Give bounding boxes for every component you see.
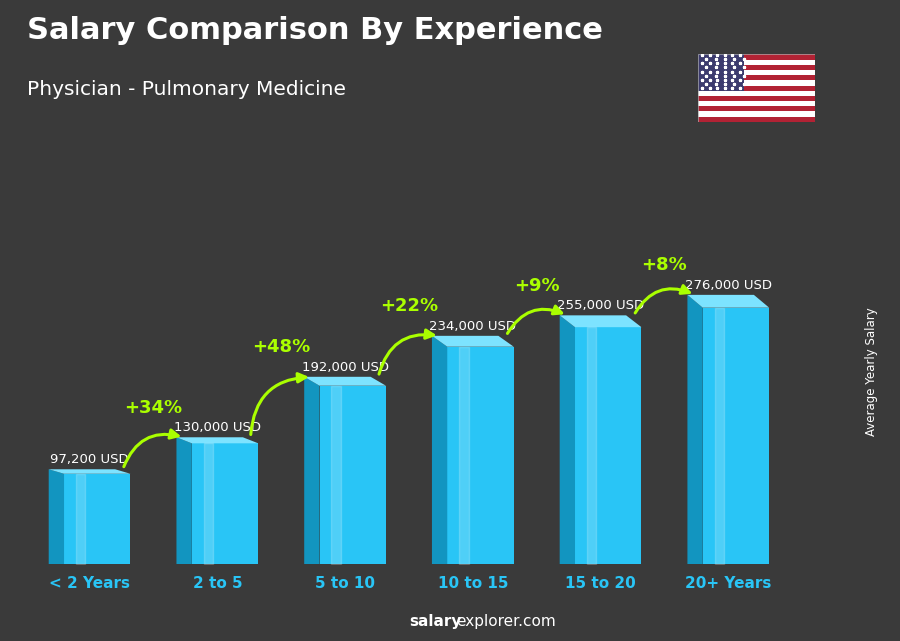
Bar — [698, 85, 814, 91]
Bar — [698, 70, 814, 75]
Text: salary: salary — [410, 615, 462, 629]
Polygon shape — [560, 315, 642, 327]
Text: 20+ Years: 20+ Years — [685, 576, 771, 590]
Text: 234,000 USD: 234,000 USD — [429, 320, 517, 333]
Bar — [698, 96, 814, 101]
Bar — [698, 80, 814, 85]
FancyArrowPatch shape — [379, 330, 434, 374]
Text: 255,000 USD: 255,000 USD — [557, 299, 644, 312]
Bar — [698, 54, 814, 60]
Bar — [698, 54, 744, 91]
Polygon shape — [320, 386, 386, 564]
Text: 130,000 USD: 130,000 USD — [174, 421, 261, 434]
Text: Salary Comparison By Experience: Salary Comparison By Experience — [27, 16, 603, 45]
Bar — [698, 75, 814, 80]
Polygon shape — [688, 295, 703, 564]
Bar — [698, 60, 814, 65]
Polygon shape — [176, 437, 258, 444]
Bar — [698, 65, 814, 70]
Text: +48%: +48% — [252, 338, 310, 356]
Text: 276,000 USD: 276,000 USD — [685, 279, 772, 292]
Text: explorer.com: explorer.com — [456, 615, 556, 629]
FancyArrowPatch shape — [635, 286, 689, 313]
Bar — [698, 106, 814, 112]
Text: +9%: +9% — [514, 277, 560, 295]
Bar — [698, 112, 814, 117]
Polygon shape — [432, 336, 514, 347]
Polygon shape — [64, 474, 130, 564]
Polygon shape — [304, 377, 386, 386]
Text: < 2 Years: < 2 Years — [50, 576, 130, 590]
Polygon shape — [447, 347, 514, 564]
Polygon shape — [304, 377, 320, 564]
Polygon shape — [703, 308, 770, 564]
Polygon shape — [432, 336, 447, 564]
Bar — [698, 101, 814, 106]
Text: 10 to 15: 10 to 15 — [437, 576, 508, 590]
Bar — [698, 91, 814, 96]
Text: +8%: +8% — [642, 256, 688, 274]
Polygon shape — [49, 469, 64, 564]
Polygon shape — [575, 327, 642, 564]
Polygon shape — [688, 295, 770, 308]
Text: 15 to 20: 15 to 20 — [565, 576, 636, 590]
Polygon shape — [176, 437, 192, 564]
Text: 2 to 5: 2 to 5 — [193, 576, 242, 590]
Text: 192,000 USD: 192,000 USD — [302, 361, 389, 374]
Text: +34%: +34% — [124, 399, 183, 417]
FancyArrowPatch shape — [251, 374, 306, 435]
Text: 5 to 10: 5 to 10 — [315, 576, 375, 590]
FancyArrowPatch shape — [508, 306, 562, 333]
Text: Physician - Pulmonary Medicine: Physician - Pulmonary Medicine — [27, 80, 346, 99]
Text: Average Yearly Salary: Average Yearly Salary — [865, 308, 878, 436]
Polygon shape — [560, 315, 575, 564]
Polygon shape — [192, 444, 258, 564]
Bar — [698, 117, 814, 122]
Polygon shape — [49, 469, 130, 474]
Text: 97,200 USD: 97,200 USD — [50, 453, 129, 466]
FancyArrowPatch shape — [124, 430, 178, 467]
Text: +22%: +22% — [380, 297, 438, 315]
